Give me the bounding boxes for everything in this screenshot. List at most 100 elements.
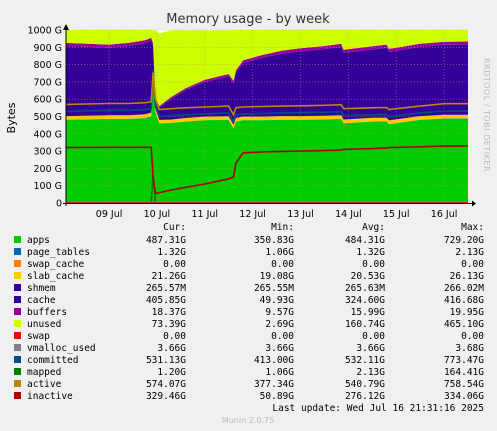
legend-cur-value: 73.39G [152,319,187,330]
legend-row-shmem: shmem 265.57M 265.55M 265.63M 266.02M [14,283,484,294]
legend-avg-value: 484.31G [345,235,385,246]
legend-min-value: 3.66G [265,343,294,354]
legend-min-value: 2.69G [265,319,294,330]
legend-name: active [27,379,62,390]
x-tick-label: 09 Jul [96,209,123,220]
x-tick-label: 11 Jul [192,209,219,220]
legend-max-value: 2.13G [455,247,484,258]
y-tick-label: 400 G [33,129,62,140]
legend-cur-value: 574.07G [146,379,186,390]
legend-avg-value: 0.00 [362,331,385,342]
legend-cur-value: 487.31G [146,235,186,246]
legend-row-swap-cache: swap_cache 0.00 0.00 0.00 0.00 [14,259,484,270]
area-buffers [66,37,468,108]
y-tick-label: 500 G [33,112,62,123]
legend-avg-value: 1.32G [356,247,385,258]
y-tick-label: 700 G [33,77,62,88]
legend-swatch [14,368,21,375]
legend-name: swap [27,331,50,342]
y-tick-label: 200 G [33,164,62,175]
legend-swatch [14,248,21,255]
legend-swatch [14,308,21,315]
legend-avg-value: 324.60G [345,295,385,306]
legend-swatch [14,284,21,291]
legend-min-value: 49.93G [260,295,295,306]
legend-max-value: 334.06G [444,391,484,402]
last-update: Last update: Wed Jul 16 21:31:16 2025 [272,403,484,414]
y-tick-labels: 0 100 G 200 G 300 G 400 G 500 G 600 G 700 G 800 … [27,26,62,210]
legend-swatch [14,236,21,243]
legend-cur-value: 18.37G [152,307,187,318]
legend-cur-value: 1.20G [157,367,186,378]
x-tick-label: 10 Jul [144,209,171,220]
legend-row-page-tables: page_tables 1.32G 1.06G 1.32G 2.13G [14,247,484,258]
legend-cur-value: 3.66G [157,343,186,354]
x-axis-arrow [472,200,476,207]
legend-max-value: 758.54G [444,379,484,390]
legend-row-mapped: mapped 1.20G 1.06G 2.13G 164.41G [14,367,484,378]
legend-swatch [14,296,21,303]
legend-cur-value: 0.00 [163,331,186,342]
chart-title: Memory usage - by week [166,12,330,27]
legend-min-value: 350.83G [254,235,294,246]
legend-swatch [14,260,21,267]
y-tick-label: 0 [56,199,62,210]
legend-swatch [14,356,21,363]
legend-cur-value: 329.46G [146,391,186,402]
legend-max-value: 266.02M [444,283,484,294]
col-max: Max: [461,222,484,233]
legend-row-apps: apps 487.31G 350.83G 484.31G 729.20G [14,235,484,246]
legend-avg-value: 0.00 [362,259,385,270]
stacked-areas [66,29,468,203]
y-tick-label: 100 G [33,181,62,192]
legend-row-swap: swap 0.00 0.00 0.00 0.00 [14,331,484,342]
y-tick-label: 600 G [33,95,62,106]
legend-row-buffers: buffers 18.37G 9.57G 15.99G 19.95G [14,307,484,318]
legend-name: inactive [27,391,73,402]
legend-name: slab_cache [27,271,84,282]
legend-max-value: 3.68G [455,343,484,354]
legend-cur-value: 0.00 [163,259,186,270]
area-apps [66,78,468,203]
legend-row-active: active 574.07G 377.34G 540.79G 758.54G [14,379,484,390]
legend-name: page_tables [27,247,90,258]
legend-avg-value: 15.99G [351,307,386,318]
legend-name: vmalloc_used [27,343,96,354]
legend-name: mapped [27,367,61,378]
y-tick-label: 900 G [33,43,62,54]
legend-swatch [14,380,21,387]
legend-cur-value: 1.32G [157,247,186,258]
legend-min-value: 265.55M [254,283,294,294]
area-cache [66,40,468,125]
legend-name: cache [27,295,56,306]
area-slab-cache [66,73,468,129]
area-unused [66,29,468,107]
legend-row-committed: committed 531.13G 413.00G 532.11G 773.47G [14,355,484,366]
legend-min-value: 1.06G [265,247,294,258]
legend-min-value: 0.00 [271,331,294,342]
x-tick-labels: 09 Jul 10 Jul 11 Jul 12 Jul 13 Jul 14 Jul 15 J… [96,209,458,220]
x-tick-label: 15 Jul [383,209,410,220]
legend-row-slab-cache: slab_cache 21.26G 19.08G 20.53G 26.13G [14,271,484,282]
x-tick-label: 16 Jul [431,209,458,220]
legend-row-vmalloc-used: vmalloc_used 3.66G 3.66G 3.66G 3.68G [14,343,484,354]
legend-row-inactive: inactive 329.46G 50.89G 276.12G 334.06G [14,391,484,402]
line-inactive [65,145,468,195]
y-tick-label: 1000 G [27,26,62,37]
legend-max-value: 729.20G [444,235,484,246]
legend-max-value: 465.10G [444,319,484,330]
x-tick-label: 14 Jul [335,209,362,220]
legend-cur-value: 405.85G [146,295,186,306]
legend-swatch [14,344,21,351]
legend-avg-value: 276.12G [345,391,385,402]
x-tick-label: 12 Jul [239,209,266,220]
legend-header: Cur: Min: Avg: Max: [163,222,484,233]
legend-max-value: 416.68G [444,295,484,306]
legend-name: unused [27,319,61,330]
legend-name: apps [27,235,50,246]
legend-max-value: 164.41G [444,367,484,378]
munin-footer: Munin 2.0.75 [222,416,274,425]
legend-avg-value: 540.79G [345,379,385,390]
legend-avg-value: 3.66G [356,343,385,354]
